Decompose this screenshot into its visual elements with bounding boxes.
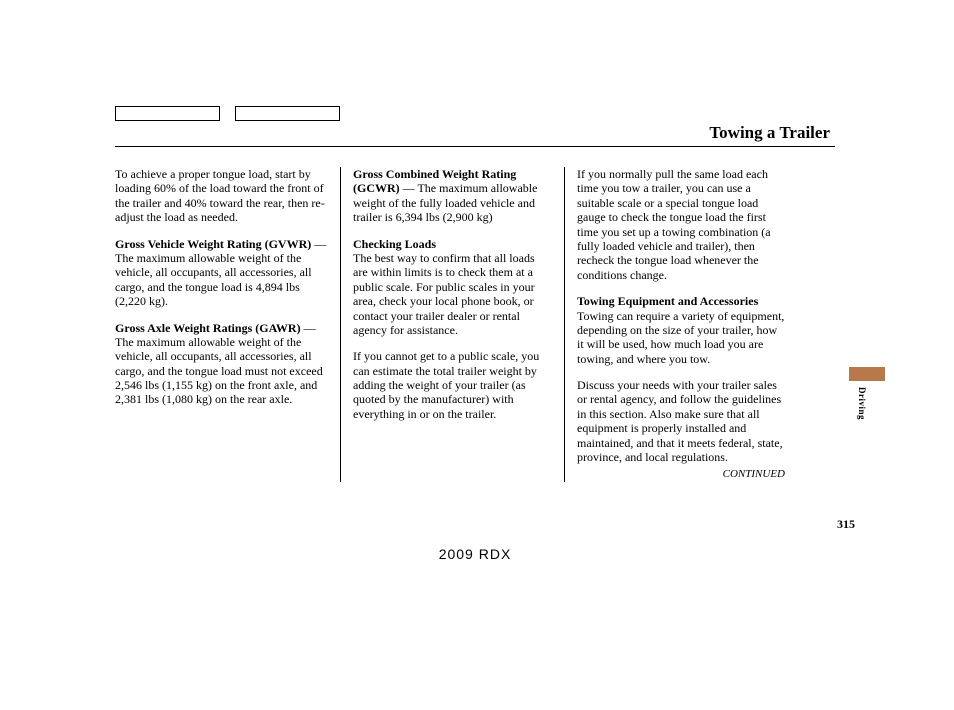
equipment-p1: Towing can require a variety of equipmen… [577, 309, 785, 367]
column-1: To achieve a proper tongue load, start b… [115, 167, 340, 482]
checking-heading: Checking Loads [353, 237, 436, 251]
checking-p2: If you cannot get to a public scale, you… [353, 349, 552, 421]
page-number: 315 [837, 517, 855, 532]
checking-loads-section: Checking Loads The best way to confirm t… [353, 237, 552, 338]
content-wrap: To achieve a proper tongue load, start b… [115, 167, 835, 482]
gcwr-paragraph: Gross Combined Weight Rating (GCWR) — Th… [353, 167, 552, 225]
continued-label: CONTINUED [577, 468, 785, 481]
gvwr-text: The maximum allowable weight of the vehi… [115, 251, 312, 308]
side-section-label: Driving [857, 387, 867, 420]
columns: To achieve a proper tongue load, start b… [115, 167, 835, 482]
gawr-text: The maximum allowable weight of the vehi… [115, 335, 323, 407]
equipment-heading: Towing Equipment and Accessories [577, 294, 785, 308]
gvwr-dash: — [311, 237, 326, 251]
side-tab [849, 367, 885, 381]
equipment-section: Towing Equipment and Accessories Towing … [577, 294, 785, 366]
column-3: If you normally pull the same load each … [565, 167, 785, 482]
gvwr-paragraph: Gross Vehicle Weight Rating (GVWR) — The… [115, 237, 328, 309]
checking-p1: The best way to confirm that all loads a… [353, 251, 552, 337]
footer-model: 2009 RDX [115, 546, 835, 562]
title-rule [115, 146, 835, 147]
page-title: Towing a Trailer [115, 123, 835, 143]
column-2: Gross Combined Weight Rating (GCWR) — Th… [340, 167, 565, 482]
gawr-paragraph: Gross Axle Weight Ratings (GAWR) — The m… [115, 321, 328, 407]
page-content: Towing a Trailer To achieve a proper ton… [115, 105, 835, 482]
gcwr-dash: — [400, 181, 418, 195]
gvwr-label: Gross Vehicle Weight Rating (GVWR) [115, 237, 311, 251]
col3-p1: If you normally pull the same load each … [577, 167, 785, 282]
intro-paragraph: To achieve a proper tongue load, start b… [115, 167, 328, 225]
equipment-p2: Discuss your needs with your trailer sal… [577, 378, 785, 464]
gawr-label: Gross Axle Weight Ratings (GAWR) [115, 321, 301, 335]
gawr-dash: — [301, 321, 316, 335]
